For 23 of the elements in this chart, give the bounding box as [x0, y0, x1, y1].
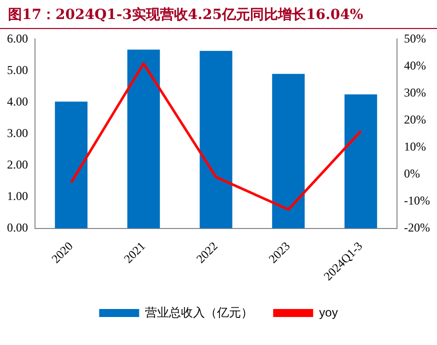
bar — [200, 50, 232, 228]
y-tick-label: 2.00 — [7, 157, 28, 172]
legend-label: 营业总收入（亿元） — [145, 305, 254, 320]
bar — [344, 94, 378, 228]
y2-tick-label: 0% — [404, 166, 420, 181]
y2-tick-label: 40% — [404, 58, 426, 72]
y-tick-label: 4.00 — [7, 94, 28, 108]
y-tick-label: 0.00 — [7, 220, 28, 235]
y2-tick-label: -10% — [404, 194, 430, 208]
y-tick-label: 1.00 — [7, 189, 28, 204]
y-tick-label: 6.00 — [7, 31, 28, 46]
y-tick-label: 5.00 — [7, 62, 28, 77]
y2-tick-label: -20% — [404, 220, 430, 235]
y-tick-label: 3.00 — [7, 126, 28, 140]
bar — [127, 50, 160, 228]
y2-tick-label: 30% — [404, 85, 426, 100]
y2-tick-label: 20% — [404, 112, 426, 126]
bar — [54, 102, 88, 228]
bar — [272, 74, 305, 228]
y2-tick-label: 10% — [404, 139, 426, 154]
legend-label: yoy — [319, 305, 338, 320]
chart-title: 图17：2024Q1-3实现营收4.25亿元同比增长16.04% — [0, 0, 437, 29]
y2-tick-label: 50% — [404, 31, 426, 46]
